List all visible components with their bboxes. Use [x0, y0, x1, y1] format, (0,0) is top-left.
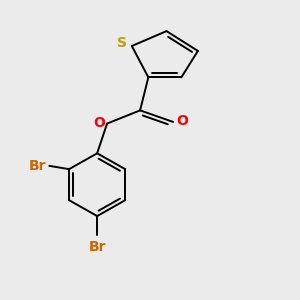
Text: Br: Br — [88, 240, 106, 254]
Text: S: S — [117, 36, 127, 50]
Text: O: O — [93, 116, 105, 130]
Text: O: O — [176, 114, 188, 128]
Text: Br: Br — [29, 159, 46, 173]
